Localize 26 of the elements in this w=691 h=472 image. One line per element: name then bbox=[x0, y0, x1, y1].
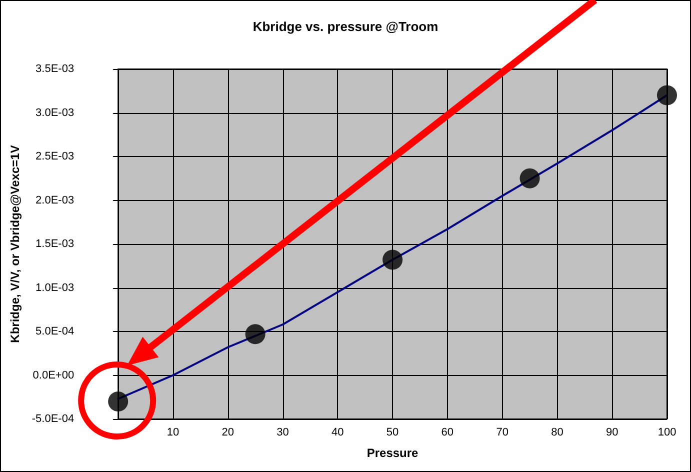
x-tick-label: 100 bbox=[658, 426, 676, 438]
y-tick-label: 3.0E-03 bbox=[36, 106, 74, 119]
y-tick-label: 5.0E-04 bbox=[36, 326, 74, 338]
point bbox=[520, 168, 540, 188]
chart-title: Kbridge vs. pressure @Troom bbox=[252, 19, 438, 34]
x-tick-label: 20 bbox=[222, 426, 234, 438]
x-tick-label: 50 bbox=[386, 426, 399, 438]
x-axis-title: Pressure bbox=[366, 446, 419, 460]
y-tick-label: 3.5E-03 bbox=[36, 63, 74, 75]
x-tick-label: 80 bbox=[551, 426, 564, 438]
y-tick-label: 0.0E+00 bbox=[32, 369, 74, 382]
x-tick-label: 60 bbox=[441, 426, 454, 438]
x-tick-label: 40 bbox=[332, 426, 344, 438]
x-tick-label: 70 bbox=[496, 426, 508, 438]
x-tick-label: 90 bbox=[606, 426, 618, 438]
y-tick-label: 1.5E-03 bbox=[36, 238, 74, 250]
y-tick-label: -5.0E-04 bbox=[32, 413, 74, 425]
y-tick-label: 2.0E-03 bbox=[36, 194, 74, 206]
x-tick-label: 10 bbox=[166, 426, 180, 438]
point bbox=[245, 324, 266, 344]
point bbox=[382, 250, 403, 270]
y-tick-label: 2.5E-03 bbox=[36, 150, 74, 162]
y-axis-title: Kbridge, V/V, or Vbridge@Vexc=1V bbox=[8, 145, 22, 343]
point bbox=[657, 85, 677, 106]
x-tick-label: 30 bbox=[276, 426, 289, 438]
y-tick-label: 1.0E-03 bbox=[36, 282, 74, 294]
